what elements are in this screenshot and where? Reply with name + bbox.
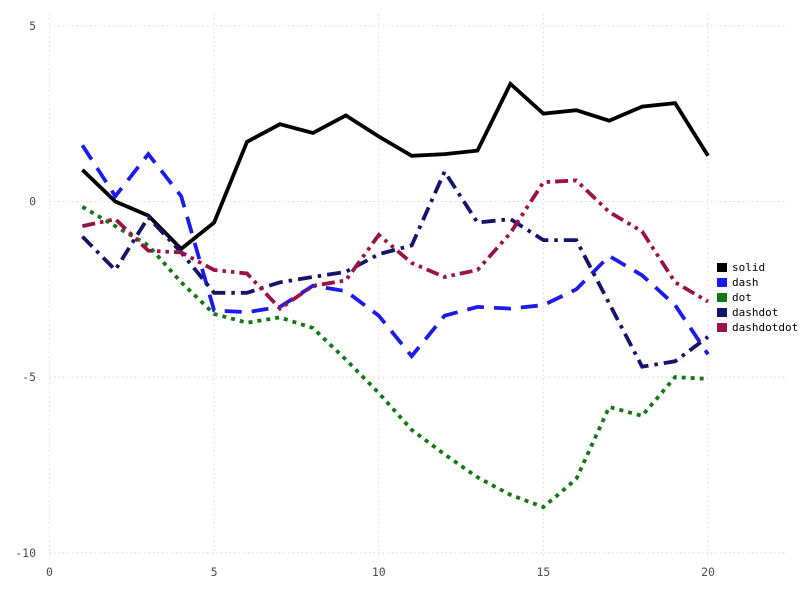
legend: solid dash dot dashdot dashdotdot — [717, 262, 798, 333]
series-line-solid — [81, 80, 710, 252]
x-tick-label-15: 15 — [536, 565, 550, 579]
legend-swatch-dashdot — [717, 308, 727, 317]
legend-swatch-dot — [717, 293, 727, 302]
legend-label-dashdotdot: dashdotdot — [732, 321, 799, 334]
legend-item-dash: dash — [717, 277, 798, 288]
legend-swatch-dash — [717, 278, 727, 287]
legend-label-dashdot: dashdot — [732, 306, 779, 319]
y-tick-label-5: 5 — [29, 19, 36, 33]
legend-label-dot: dot — [732, 291, 752, 304]
x-tick-label-0: 0 — [46, 565, 53, 579]
legend-item-dashdot: dashdot — [717, 307, 798, 318]
y-tick-label--10: -10 — [15, 546, 36, 560]
y-tick-label-0: 0 — [29, 195, 36, 209]
legend-label-dash: dash — [732, 276, 759, 289]
legend-item-solid: solid — [717, 262, 798, 273]
series-line-dot — [81, 205, 709, 510]
series-line-dashdot — [81, 167, 710, 369]
x-tick-label-20: 20 — [701, 565, 715, 579]
legend-swatch-solid — [717, 263, 727, 272]
legend-swatch-dashdotdot — [717, 323, 727, 332]
y-tick-label--5: -5 — [22, 370, 36, 384]
x-tick-label-5: 5 — [211, 565, 218, 579]
legend-label-solid: solid — [732, 261, 766, 274]
legend-item-dot: dot — [717, 292, 798, 303]
legend-item-dashdotdot: dashdotdot — [717, 322, 798, 333]
series-line-dash — [80, 144, 710, 360]
x-tick-label-10: 10 — [372, 565, 386, 579]
